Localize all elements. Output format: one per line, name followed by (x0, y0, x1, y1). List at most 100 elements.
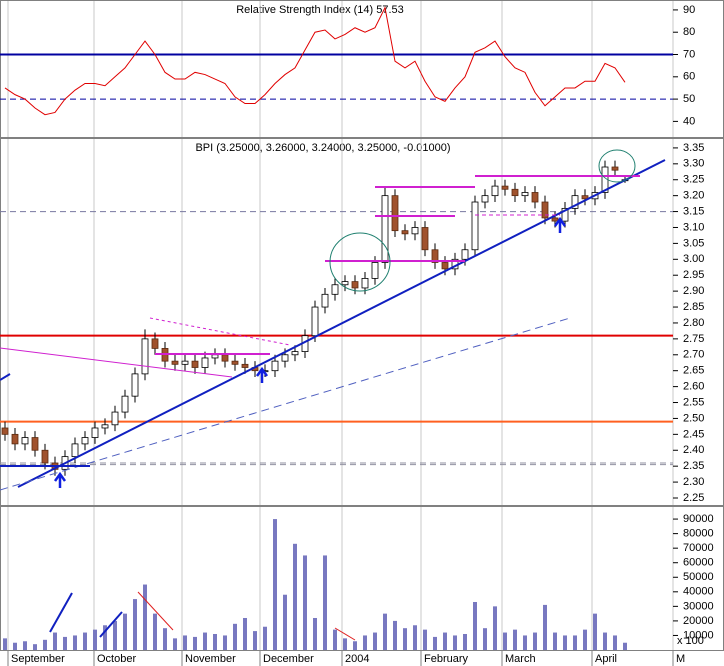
y-tick-label: 2.75 (683, 333, 704, 345)
candle-body (171, 360, 179, 365)
trendline (0, 373, 11, 381)
volume-bar (243, 617, 247, 650)
y-tick-label: 3.10 (683, 221, 704, 233)
volume-bar (103, 625, 107, 650)
volume-bar (423, 629, 427, 650)
volume-bar (43, 639, 47, 650)
volume-bar (403, 628, 407, 650)
volume-bar (123, 613, 127, 650)
volume-bar (483, 628, 487, 650)
rsi-line (4, 6, 626, 116)
y-tick-label: 2.25 (683, 492, 704, 504)
candle-body (381, 195, 389, 263)
candle-body (501, 185, 509, 190)
volume-bar (163, 628, 167, 650)
candle-body (551, 217, 559, 222)
volume-bar (373, 632, 377, 650)
volume-bar (183, 635, 187, 650)
x-tick-label: November (185, 653, 236, 665)
volume-bar (583, 629, 587, 650)
volume-bar (283, 594, 287, 650)
volume-bar (63, 636, 67, 650)
y-tick-label: 3.20 (683, 190, 704, 202)
candle-body (41, 449, 49, 464)
candle-body (101, 424, 109, 429)
volume-bar (593, 613, 597, 650)
trendline (0, 317, 571, 491)
volume-bar (603, 632, 607, 650)
x-tick-label: February (424, 653, 469, 665)
volume-trend (137, 591, 174, 631)
candle-body (191, 360, 199, 368)
x-tick-label: 2004 (345, 653, 369, 665)
candle-body (441, 262, 449, 270)
candle-body (321, 293, 329, 308)
volume-bar (453, 635, 457, 650)
candle-body (371, 262, 379, 279)
volume-bar (93, 629, 97, 650)
volume-bar (193, 636, 197, 650)
candle-body (11, 433, 19, 445)
volume-bar (263, 626, 267, 650)
y-tick-label: 2.85 (683, 301, 704, 313)
volume-bar (533, 632, 537, 650)
y-tick-label: 3.30 (683, 158, 704, 170)
annotations (0, 149, 666, 641)
volume-bar (303, 555, 307, 650)
highlight-circle (598, 149, 636, 183)
channel-line (0, 347, 233, 378)
volume-bar (73, 635, 77, 650)
volume-bar (553, 632, 557, 650)
volume-bar (573, 635, 577, 650)
y-tick-label: 10000 (683, 629, 714, 641)
volume-bar (623, 642, 627, 650)
y-tick-label: 60000 (683, 557, 714, 569)
candle-body (1, 427, 9, 435)
y-tick-label: 50000 (683, 571, 714, 583)
x-tick-label: March (505, 653, 536, 665)
y-tick-label: 70 (683, 48, 695, 60)
volume-bar (333, 629, 337, 650)
arrow (553, 216, 567, 233)
y-tick-label: 2.55 (683, 396, 704, 408)
candle-body (91, 427, 99, 438)
candle-body (241, 363, 249, 368)
candle-body (111, 411, 119, 426)
candle-body (291, 351, 299, 356)
volume-bar (613, 635, 617, 650)
candle-body (141, 338, 149, 375)
unit-label: x 100 (677, 635, 704, 647)
y-tick-label: 70000 (683, 542, 714, 554)
volume-bar (253, 631, 257, 650)
y-tick-label: 90000 (683, 513, 714, 525)
volume-bar (493, 606, 497, 650)
x-tick-label: September (11, 653, 65, 665)
candle-body (211, 354, 219, 359)
candle-body (341, 281, 349, 286)
y-tick-label: 2.90 (683, 285, 704, 297)
volume-bar (3, 638, 7, 650)
candle-body (481, 195, 489, 203)
y-tick-label: 2.95 (683, 269, 704, 281)
y-tick-label: 2.35 (683, 460, 704, 472)
volume-bar (323, 555, 327, 650)
volume-bar (363, 635, 367, 650)
volume-bar (203, 632, 207, 650)
candle-body (461, 249, 469, 260)
y-tick-label: 3.35 (683, 142, 704, 154)
volume-bar (563, 635, 567, 650)
volume-bar (443, 632, 447, 650)
candle-body (351, 281, 359, 289)
trendline (17, 159, 666, 488)
volume-bar (13, 642, 17, 650)
volume-bar (83, 632, 87, 650)
candle-body (131, 373, 139, 397)
y-tick-label: 80 (683, 26, 695, 38)
y-tick-label: 50 (683, 93, 695, 105)
candle-body (401, 230, 409, 235)
volume-bar (33, 644, 37, 650)
volume-bar (143, 584, 147, 650)
y-tick-label: 40 (683, 115, 695, 127)
volume-bar (113, 620, 117, 650)
